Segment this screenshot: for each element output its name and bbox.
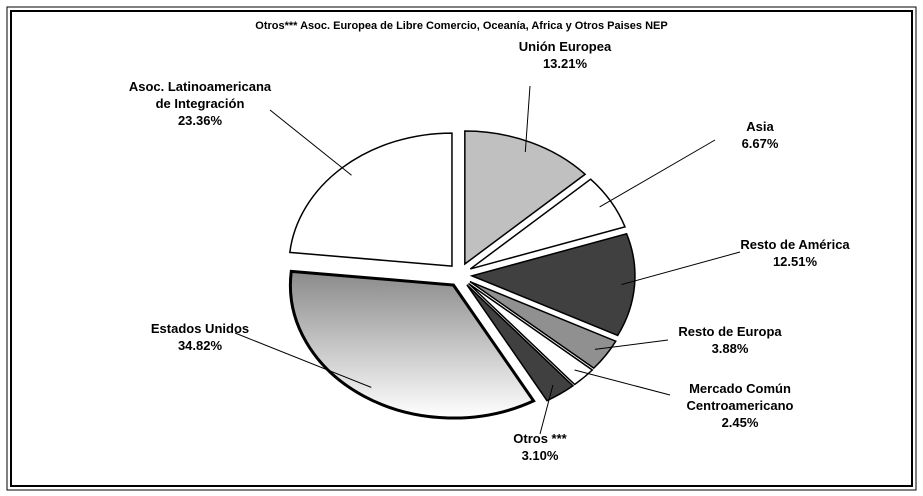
pie-slice [467,282,594,386]
leader-line [621,251,741,286]
leader-line [539,384,554,435]
chart-title: Otros*** Asoc. Europea de Libre Comercio… [255,20,668,32]
value-label: 23.36% [177,113,223,128]
slice-label: Otros *** [513,431,567,446]
pie-slice [469,178,626,270]
slice-label: Resto de Europa [678,324,782,339]
pie-slice [469,280,617,370]
value-label: 6.67% [741,136,779,151]
value-label: 2.45% [721,415,759,430]
leader-line [234,332,372,388]
slice-label: Estados Unidos [150,321,250,336]
pie-slice [288,269,536,420]
leader-line [594,339,669,350]
slice-label: Asoc. Latinoamericana de Integración [128,79,272,111]
slice-label: Asia [746,119,774,134]
value-label: 34.82% [177,338,223,353]
slice-label: Mercado Común Centroamericano [686,381,794,413]
value-label: 13.21% [542,56,588,71]
value-label: 12.51% [772,254,818,269]
leader-line [269,109,352,176]
pie-slice [288,132,453,267]
pie-slice [469,232,636,337]
leader-line [524,85,531,153]
frame-outer [6,6,917,491]
frame-inner [10,10,913,487]
slice-label: Resto de América [740,237,850,252]
slice-label: Unión Europea [518,39,612,54]
leader-line [599,139,716,208]
value-label: 3.10% [521,448,559,463]
pie-slice [466,284,575,402]
pie-slice [464,130,587,266]
value-label: 3.88% [711,341,749,356]
leader-line [574,369,671,396]
